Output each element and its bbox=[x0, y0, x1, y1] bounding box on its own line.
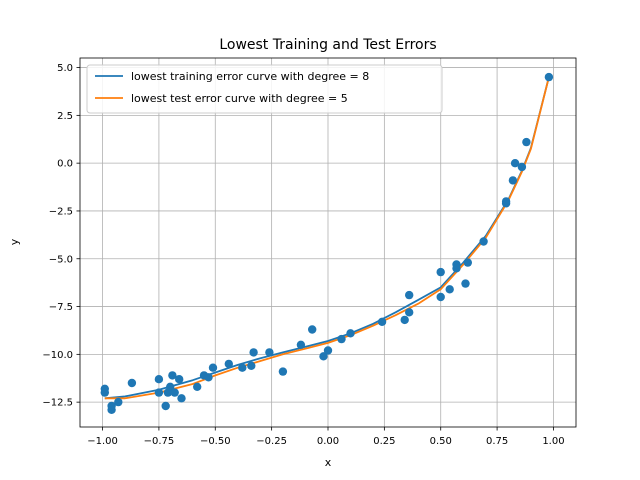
data-point bbox=[445, 285, 454, 294]
data-point bbox=[247, 361, 256, 370]
data-point bbox=[204, 373, 213, 382]
x-tick-label: −0.50 bbox=[200, 436, 231, 447]
y-axis-label: y bbox=[8, 238, 21, 245]
data-point bbox=[452, 260, 461, 269]
data-point bbox=[405, 308, 414, 317]
data-point bbox=[166, 382, 175, 391]
data-point bbox=[278, 367, 288, 376]
data-point bbox=[346, 329, 355, 338]
data-point bbox=[319, 352, 328, 361]
data-point bbox=[154, 388, 164, 397]
data-point bbox=[249, 348, 258, 357]
x-tick-label: 0.75 bbox=[486, 436, 508, 447]
x-tick-label: −1.00 bbox=[87, 436, 118, 447]
y-tick-label: −12.5 bbox=[42, 398, 73, 409]
data-point bbox=[436, 267, 445, 277]
data-point bbox=[508, 176, 518, 185]
data-point bbox=[501, 197, 511, 206]
points-layer bbox=[100, 72, 554, 414]
data-point bbox=[510, 159, 520, 168]
y-tick-label: −7.5 bbox=[49, 302, 73, 313]
data-point bbox=[522, 137, 531, 147]
y-tick-label: −10.0 bbox=[42, 350, 73, 361]
data-point bbox=[296, 340, 306, 349]
data-point bbox=[400, 315, 409, 325]
y-tick-label: 5.0 bbox=[57, 63, 73, 74]
legend-box bbox=[86, 64, 443, 114]
x-tick-label: −0.75 bbox=[144, 436, 175, 447]
legend-label-training: lowest training error curve with degree … bbox=[131, 70, 369, 83]
data-point bbox=[168, 371, 177, 380]
y-axis-ticks: −12.5 −10.0 −7.5 −5.0 −2.5 0.0 2.5 5.0 bbox=[42, 63, 80, 409]
data-point bbox=[107, 401, 116, 411]
legend: lowest training error curve with degree … bbox=[86, 64, 443, 114]
data-point bbox=[405, 290, 414, 300]
data-point bbox=[337, 334, 346, 344]
x-tick-label: 1.00 bbox=[542, 436, 564, 447]
x-tick-label: 0.25 bbox=[373, 436, 395, 447]
data-point bbox=[161, 401, 170, 411]
data-point bbox=[127, 378, 137, 388]
y-tick-label: 2.5 bbox=[57, 111, 73, 122]
data-point bbox=[308, 325, 317, 334]
data-point bbox=[265, 348, 274, 357]
data-point bbox=[517, 162, 527, 172]
data-point bbox=[544, 72, 554, 82]
data-point bbox=[463, 258, 472, 267]
y-tick-label: −2.5 bbox=[49, 206, 73, 217]
y-tick-label: 0.0 bbox=[57, 159, 73, 170]
data-point bbox=[177, 394, 186, 403]
data-point bbox=[114, 397, 123, 407]
data-point bbox=[154, 375, 164, 384]
x-tick-label: −0.25 bbox=[256, 436, 287, 447]
data-point bbox=[175, 375, 184, 384]
y-tick-label: −5.0 bbox=[49, 254, 73, 265]
x-axis-label: x bbox=[325, 456, 332, 469]
chart-title: Lowest Training and Test Errors bbox=[219, 37, 436, 53]
data-point bbox=[238, 363, 247, 372]
x-tick-label: 0.00 bbox=[317, 436, 339, 447]
data-point bbox=[170, 388, 179, 397]
data-point bbox=[461, 279, 470, 288]
data-point bbox=[479, 237, 488, 246]
x-axis-ticks: −1.00 −0.75 −0.50 −0.25 0.00 0.25 0.50 0.75 1.00 bbox=[87, 427, 565, 447]
data-point bbox=[377, 317, 387, 326]
data-point bbox=[100, 388, 110, 397]
data-point bbox=[224, 359, 233, 369]
legend-label-test: lowest test error curve with degree = 5 bbox=[131, 92, 348, 105]
data-point bbox=[193, 382, 202, 391]
data-point bbox=[436, 292, 445, 302]
data-point bbox=[323, 346, 333, 355]
x-tick-label: 0.50 bbox=[430, 436, 452, 447]
data-point bbox=[208, 363, 218, 372]
